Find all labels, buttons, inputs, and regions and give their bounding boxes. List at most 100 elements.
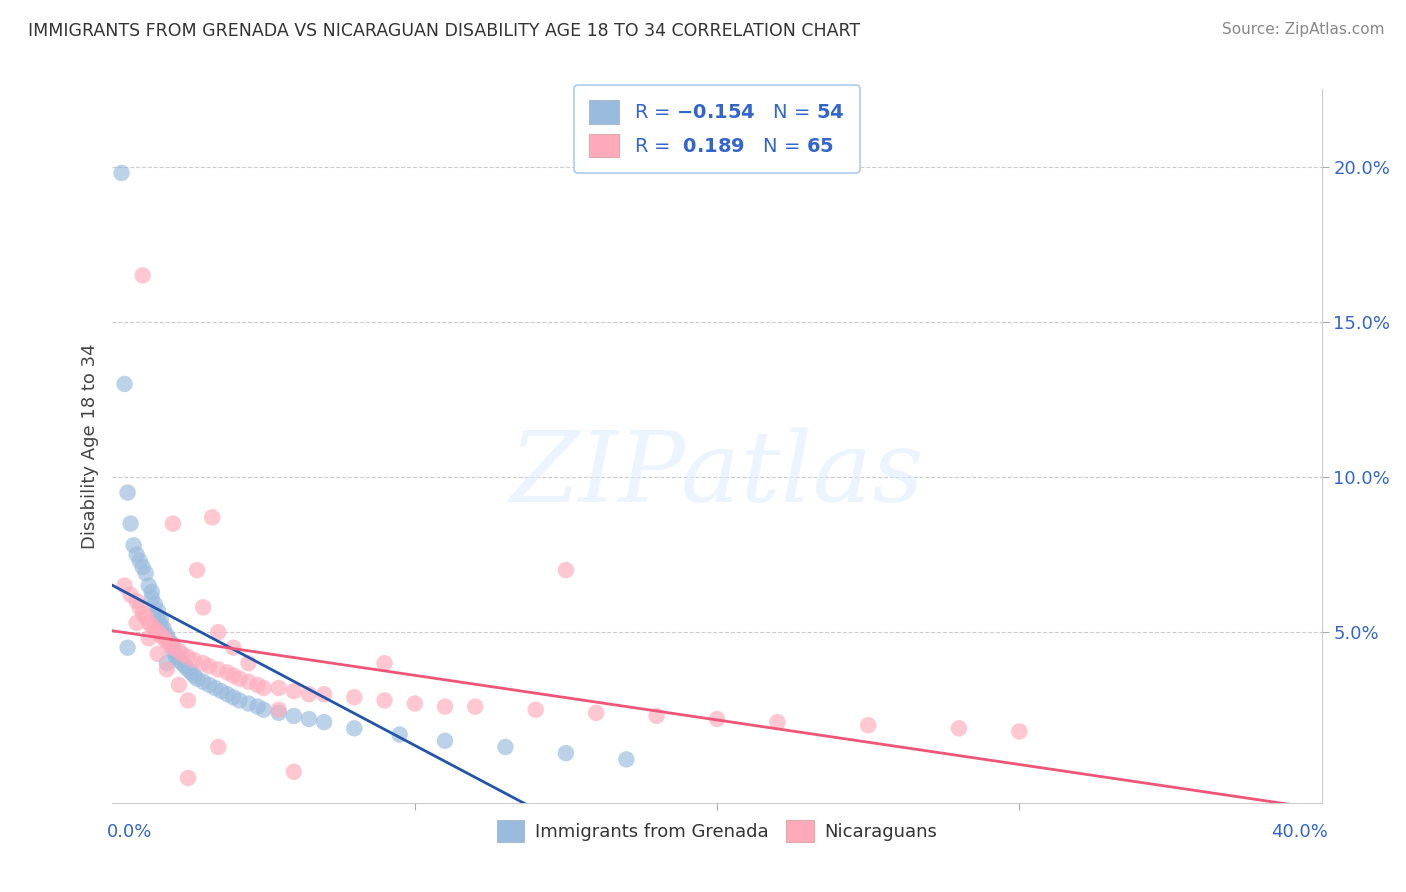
Point [110, 166, 132, 180]
Point [156, 634, 179, 648]
Point [209, 684, 232, 698]
Point [217, 665, 239, 680]
Point [283, 709, 305, 723]
Point [120, 588, 142, 602]
Point [117, 485, 139, 500]
Point [433, 699, 456, 714]
Point [159, 634, 181, 648]
Point [149, 628, 172, 642]
Point [616, 752, 638, 766]
Point [174, 659, 197, 673]
Point [141, 584, 163, 599]
Point [554, 563, 576, 577]
Point [156, 662, 179, 676]
Point [343, 690, 366, 705]
Point [948, 722, 970, 736]
Point [238, 656, 260, 670]
Point [183, 653, 205, 667]
Point [228, 672, 250, 686]
Point [162, 516, 184, 531]
Point [132, 560, 155, 574]
Point [128, 600, 150, 615]
Point [267, 706, 290, 720]
Point [146, 603, 169, 617]
Point [267, 703, 290, 717]
Point [132, 268, 155, 283]
Point [149, 619, 172, 633]
Point [198, 678, 221, 692]
Point [156, 628, 179, 642]
Point [222, 690, 245, 705]
Point [149, 613, 172, 627]
Point [645, 709, 668, 723]
Point [170, 647, 193, 661]
Point [120, 516, 142, 531]
Point [201, 510, 224, 524]
Point [183, 668, 205, 682]
Point [554, 746, 576, 760]
Point [135, 566, 157, 581]
Point [1008, 724, 1031, 739]
Point [217, 687, 239, 701]
Point [766, 715, 789, 730]
Point [165, 650, 187, 665]
Text: IMMIGRANTS FROM GRENADA VS NICARAGUAN DISABILITY AGE 18 TO 34 CORRELATION CHART: IMMIGRANTS FROM GRENADA VS NICARAGUAN DI… [28, 22, 860, 40]
Point [298, 687, 321, 701]
Point [125, 594, 148, 608]
Point [177, 771, 200, 785]
Point [162, 638, 184, 652]
Point [177, 693, 200, 707]
Point [122, 538, 145, 552]
Point [167, 644, 190, 658]
Point [177, 662, 200, 676]
Point [159, 638, 181, 652]
Point [143, 622, 166, 636]
Point [143, 597, 166, 611]
Point [314, 715, 336, 730]
Point [141, 591, 163, 605]
Text: Source: ZipAtlas.com: Source: ZipAtlas.com [1222, 22, 1385, 37]
Point [246, 699, 269, 714]
Point [856, 718, 880, 732]
Point [191, 656, 214, 670]
Point [238, 674, 260, 689]
Point [283, 684, 305, 698]
Point [138, 579, 160, 593]
Point [495, 739, 517, 754]
Text: ZIPatlas: ZIPatlas [510, 427, 924, 522]
Point [207, 625, 229, 640]
Point [585, 706, 607, 720]
Point [156, 656, 179, 670]
Point [170, 656, 193, 670]
Point [186, 672, 208, 686]
Point [222, 640, 245, 655]
Point [238, 697, 260, 711]
Point [253, 681, 276, 695]
Point [167, 678, 190, 692]
Point [165, 647, 187, 661]
Point [207, 739, 229, 754]
Point [132, 607, 155, 621]
Point [267, 681, 290, 695]
Point [524, 703, 547, 717]
Point [388, 727, 411, 741]
Point [162, 640, 184, 655]
Point [162, 644, 184, 658]
Point [228, 693, 250, 707]
Point [125, 548, 148, 562]
Point [146, 647, 169, 661]
Point [283, 764, 305, 779]
Point [314, 687, 336, 701]
Point [141, 619, 163, 633]
Point [138, 632, 160, 646]
Legend: Immigrants from Grenada, Nicaraguans: Immigrants from Grenada, Nicaraguans [488, 811, 946, 851]
Point [191, 600, 214, 615]
Point [153, 622, 176, 636]
Point [191, 674, 214, 689]
Point [138, 615, 160, 630]
Y-axis label: Disability Age 18 to 34: Disability Age 18 to 34 [80, 343, 98, 549]
Point [125, 615, 148, 630]
Point [128, 554, 150, 568]
Point [180, 665, 202, 680]
Point [204, 681, 226, 695]
